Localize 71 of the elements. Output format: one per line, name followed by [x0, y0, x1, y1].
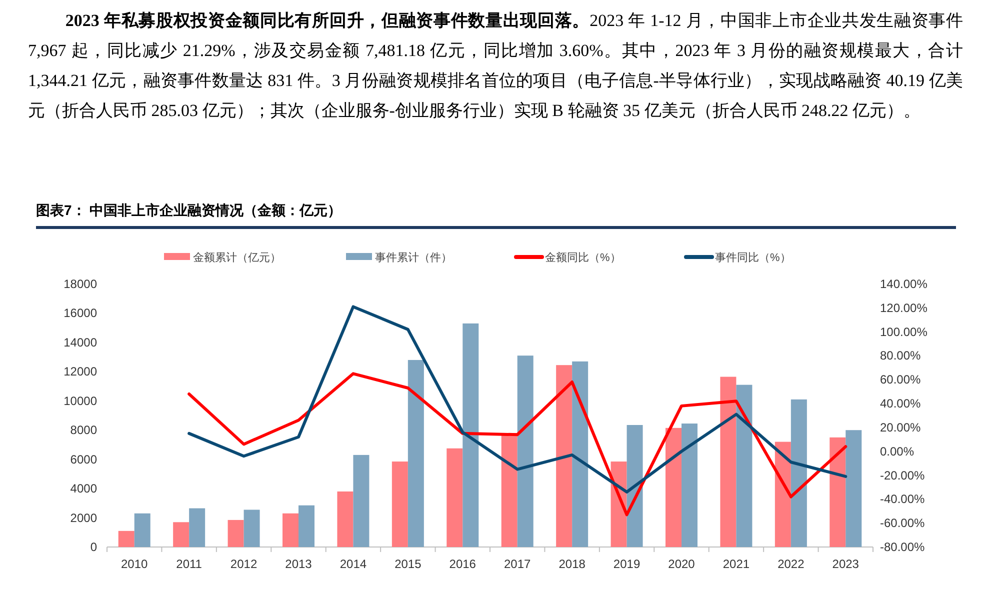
x-tick-label: 2018	[558, 557, 586, 571]
x-tick-label: 2012	[230, 557, 258, 571]
y2-tick-label: 40.00%	[880, 396, 922, 411]
bar	[244, 510, 260, 547]
y2-tick-label: 20.00%	[880, 420, 922, 434]
x-tick-label: 2010	[121, 557, 148, 571]
y-tick-label: 14000	[64, 335, 98, 350]
bar	[666, 428, 682, 547]
x-tick-label: 2013	[285, 557, 312, 571]
bar	[736, 384, 752, 547]
y2-tick-label: 60.00%	[880, 372, 922, 387]
y-tick-label: 6000	[70, 452, 98, 466]
bar	[446, 448, 463, 547]
y-tick-label: 2000	[70, 510, 98, 525]
bar	[572, 361, 588, 547]
legend-label: 金额同比（%）	[545, 251, 621, 264]
y-tick-label: 10000	[64, 394, 98, 408]
bar	[846, 430, 862, 547]
x-tick-label: 2023	[832, 557, 860, 571]
y2-tick-label: -80.00%	[880, 540, 926, 554]
y-tick-label: 16000	[64, 306, 98, 320]
bar	[118, 530, 134, 547]
line-series	[188, 372, 848, 516]
text: 2023 年私募股权投资金额同比有所回升，但融资事件数量出现回落。2023 年 1-12 月，中国非上市企业共发生融资事件 7,967 起，同比减少 21.29%，涉及交易金额 7,481.18 亿元，同比增加 3.60%。其中，2023 年 3 月份的融资规模最大，合计 1,344.21 亿元，融资事件数量达 831 件。3 月份融资规模排名首位的项目（电子信息-半导体行业），实现战略融资 40.19 亿美元（折合人民币 285.03 亿元）；其次（企业服务-创业服务行业）实现 B 轮融资 35 亿美元（折合人民币 248.22 亿元）。	[28, 10, 963, 122]
bar	[353, 454, 370, 547]
chart-title: 图表7： 中国非上市企业融资情况（金额：亿元）	[36, 202, 956, 229]
bar	[282, 513, 298, 547]
x-tick-label: 2019	[613, 557, 640, 571]
bar	[682, 424, 698, 547]
bar	[173, 522, 190, 547]
bar	[189, 508, 206, 547]
legend-label: 事件同比（%）	[715, 251, 791, 264]
bar	[462, 323, 479, 547]
bar	[337, 491, 354, 547]
y-tick-label: 8000	[70, 423, 98, 438]
y2-tick-label: -20.00%	[880, 468, 926, 482]
y2-tick-label: -40.00%	[880, 492, 926, 506]
bar	[720, 376, 736, 547]
x-tick-label: 2022	[778, 557, 805, 571]
bar	[774, 442, 791, 547]
bar	[228, 520, 244, 547]
bar	[392, 462, 408, 547]
y2-tick-label: 140.00%	[880, 277, 928, 291]
bar	[556, 365, 572, 547]
legend-label: 金额累计（亿元）	[193, 251, 281, 264]
bar	[408, 360, 424, 547]
y2-tick-label: 100.00%	[880, 324, 928, 339]
y2-tick-label: 80.00%	[880, 348, 922, 363]
y2-tick-label: -60.00%	[880, 516, 926, 530]
x-tick-label: 2016	[449, 557, 476, 571]
x-tick-label: 2020	[668, 557, 696, 571]
bar	[790, 399, 807, 547]
x-tick-label: 2017	[504, 557, 532, 571]
x-tick-label: 2014	[340, 557, 367, 571]
line-series	[188, 305, 848, 494]
x-tick-label: 2015	[394, 557, 422, 571]
legend-label: 事件累计（件）	[375, 251, 452, 264]
bar	[298, 505, 314, 547]
y2-tick-label: 120.00%	[880, 300, 928, 315]
y-tick-label: 0	[90, 540, 98, 554]
bar	[626, 424, 643, 547]
y-tick-label: 4000	[70, 482, 98, 496]
bar	[134, 513, 150, 547]
bar	[501, 433, 518, 547]
y-tick-label: 12000	[64, 364, 98, 379]
x-tick-label: 2011	[176, 557, 202, 571]
bar	[830, 437, 846, 547]
bar	[517, 356, 534, 547]
y2-tick-label: 0.00%	[880, 444, 914, 458]
x-tick-label: 2021	[722, 557, 750, 571]
y-tick-label: 18000	[64, 277, 98, 291]
